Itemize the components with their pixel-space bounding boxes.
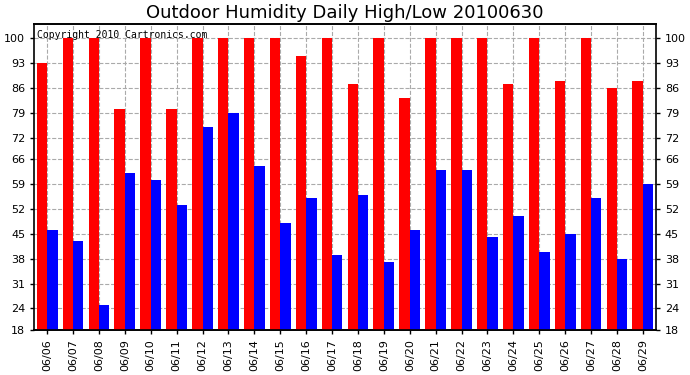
Bar [47, 230, 57, 330]
Bar [166, 109, 177, 330]
Bar [617, 259, 627, 330]
Bar [555, 81, 565, 330]
Bar [177, 205, 187, 330]
Bar [503, 84, 513, 330]
Text: Copyright 2010 Cartronics.com: Copyright 2010 Cartronics.com [37, 30, 208, 40]
Bar [125, 173, 135, 330]
Bar [513, 216, 524, 330]
Bar [115, 109, 125, 330]
Bar [400, 99, 410, 330]
Bar [565, 234, 575, 330]
Bar [73, 241, 83, 330]
Bar [306, 198, 317, 330]
Bar [451, 38, 462, 330]
Bar [280, 223, 290, 330]
Bar [63, 38, 73, 330]
Bar [228, 113, 239, 330]
Bar [193, 38, 203, 330]
Bar [88, 38, 99, 330]
Bar [591, 198, 602, 330]
Bar [203, 127, 213, 330]
Bar [255, 166, 265, 330]
Bar [244, 38, 255, 330]
Bar [140, 38, 150, 330]
Bar [332, 255, 342, 330]
Bar [435, 170, 446, 330]
Bar [150, 180, 161, 330]
Bar [296, 56, 306, 330]
Bar [487, 237, 497, 330]
Bar [607, 88, 617, 330]
Bar [218, 38, 228, 330]
Bar [99, 305, 109, 330]
Bar [643, 184, 653, 330]
Bar [425, 38, 435, 330]
Bar [358, 195, 368, 330]
Bar [348, 84, 358, 330]
Bar [373, 38, 384, 330]
Bar [529, 38, 540, 330]
Bar [462, 170, 472, 330]
Bar [37, 63, 47, 330]
Bar [270, 38, 280, 330]
Bar [322, 38, 332, 330]
Bar [384, 262, 394, 330]
Bar [540, 252, 550, 330]
Bar [410, 230, 420, 330]
Bar [477, 38, 487, 330]
Title: Outdoor Humidity Daily High/Low 20100630: Outdoor Humidity Daily High/Low 20100630 [146, 4, 544, 22]
Bar [633, 81, 643, 330]
Bar [581, 38, 591, 330]
